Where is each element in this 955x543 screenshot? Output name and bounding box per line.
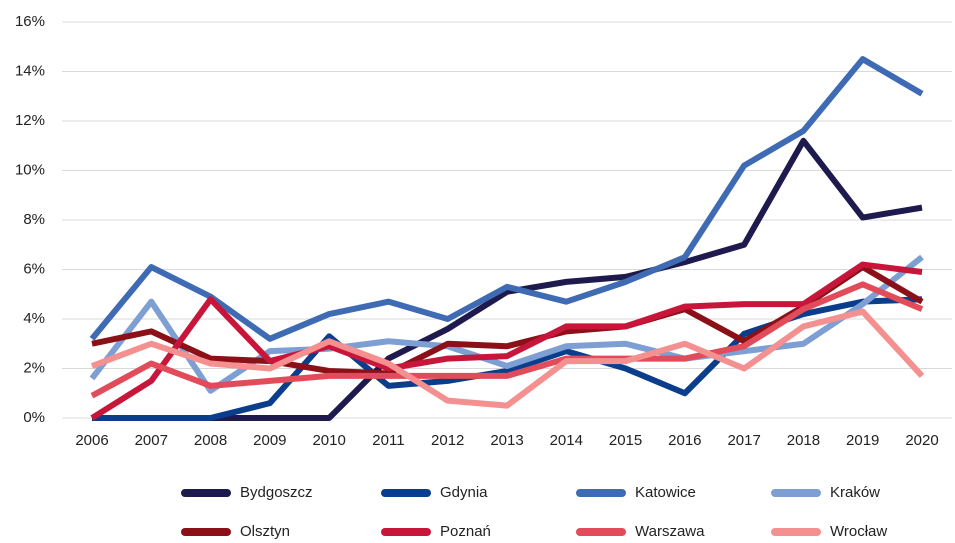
y-tick-label: 6% — [23, 260, 45, 277]
legend-label: Wrocław — [830, 523, 887, 540]
legend-label: Warszawa — [635, 523, 705, 540]
legend-label: Bydgoszcz — [240, 484, 313, 501]
y-tick-label: 12% — [15, 112, 45, 129]
x-tick-label: 2007 — [135, 432, 168, 449]
y-tick-label: 4% — [23, 310, 45, 327]
x-tick-label: 2016 — [668, 432, 701, 449]
series-line — [89, 56, 924, 342]
x-tick-label: 2018 — [787, 432, 820, 449]
series-line — [90, 308, 925, 409]
x-tick-label: 2015 — [609, 432, 642, 449]
y-tick-label: 8% — [23, 211, 45, 228]
x-tick-label: 2020 — [905, 432, 938, 449]
y-tick-label: 0% — [23, 409, 45, 426]
legend-label: Katowice — [635, 484, 696, 501]
legend-label: Poznań — [440, 523, 491, 540]
legend-label: Kraków — [830, 484, 880, 501]
y-tick-label: 10% — [15, 161, 45, 178]
x-tick-label: 2019 — [846, 432, 879, 449]
x-tick-label: 2013 — [490, 432, 523, 449]
x-tick-label: 2012 — [431, 432, 464, 449]
y-tick-label: 16% — [15, 13, 45, 30]
x-tick-label: 2011 — [372, 432, 404, 449]
legend-label: Gdynia — [440, 484, 488, 501]
x-tick-label: 2006 — [75, 432, 108, 449]
y-tick-label: 14% — [15, 62, 45, 79]
series-line — [90, 261, 923, 421]
x-tick-label: 2010 — [312, 432, 345, 449]
y-tick-label: 2% — [23, 359, 45, 376]
x-tick-label: 2014 — [550, 432, 583, 449]
legend-label: Olsztyn — [240, 523, 290, 540]
x-tick-label: 2008 — [194, 432, 227, 449]
x-tick-label: 2009 — [253, 432, 286, 449]
series-line — [89, 254, 924, 394]
x-tick-label: 2017 — [727, 432, 760, 449]
series-line — [90, 281, 924, 399]
series-line — [92, 137, 923, 421]
